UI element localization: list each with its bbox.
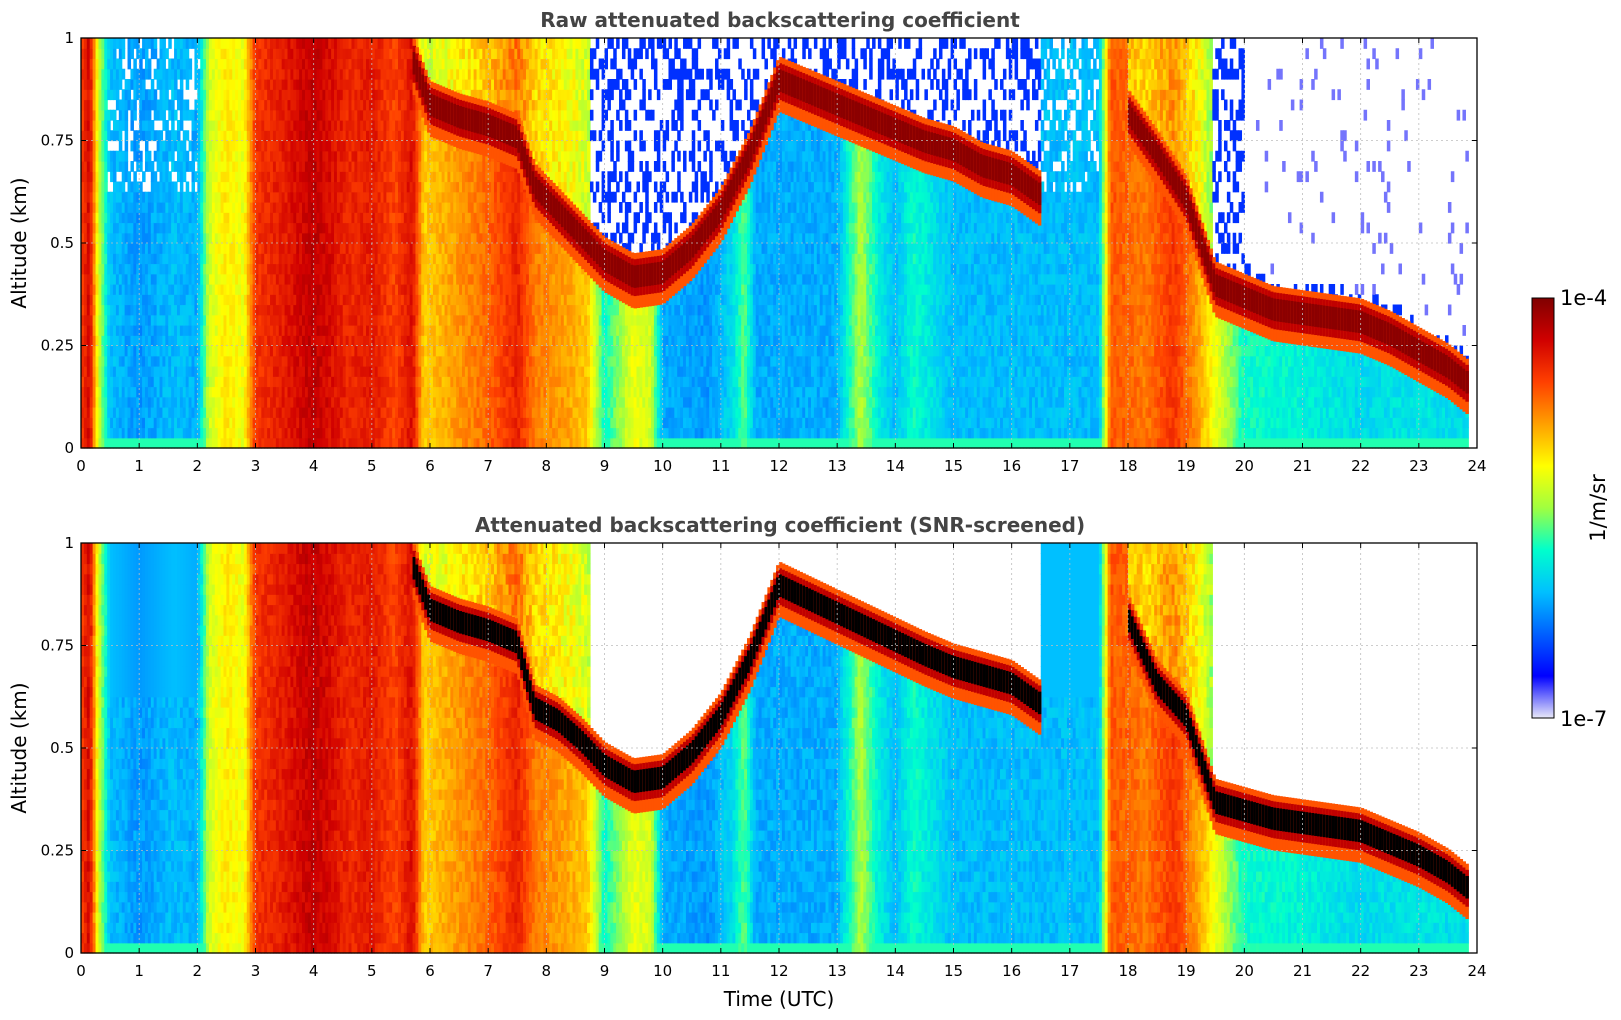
heatmap-cell (162, 110, 166, 121)
heatmap-cell (154, 48, 158, 59)
heatmap-cell (148, 110, 152, 121)
heatmap-cell (128, 59, 132, 70)
heatmap-cell (162, 59, 166, 70)
heatmap-cell (119, 141, 123, 152)
heatmap-cell (116, 89, 120, 100)
heatmap-cell (186, 100, 190, 111)
heatmap-cell (104, 141, 108, 152)
heatmap-cell (130, 161, 134, 172)
heatmap-cell (177, 130, 181, 141)
heatmap-cell (139, 59, 143, 70)
heatmap-cell (162, 38, 166, 49)
heatmap-cell (192, 161, 196, 172)
heatmap-cell (151, 79, 155, 90)
raw-panel-title: Raw attenuated backscattering coefficien… (540, 8, 1020, 32)
heatmap-cell (122, 69, 126, 80)
heatmap-cell (145, 48, 149, 59)
heatmap-cell (148, 59, 152, 70)
heatmap-cell (174, 110, 178, 121)
heatmap-cell (142, 171, 146, 182)
heatmap-cell (165, 48, 169, 59)
heatmap-cell (142, 79, 146, 90)
heatmap-cell (171, 100, 175, 111)
heatmap-cell (151, 161, 155, 172)
heatmap-cell (122, 48, 126, 59)
heatmap-cell (154, 171, 158, 182)
heatmap-cell (180, 182, 184, 193)
heatmap-cell (122, 38, 126, 49)
heatmap-cell (128, 171, 132, 182)
heatmap-cell (165, 161, 169, 172)
heatmap-cell (183, 171, 187, 182)
heatmap-cell (113, 171, 117, 182)
heatmap-cell (113, 110, 117, 121)
heatmap-cell (139, 182, 143, 193)
heatmap-cell (160, 130, 164, 141)
heatmap-cell (165, 120, 169, 131)
heatmap-cell (171, 151, 175, 162)
heatmap-cell (168, 38, 172, 49)
heatmap-cell (154, 38, 158, 49)
heatmap-cell (139, 161, 143, 172)
heatmap-cell (171, 120, 175, 131)
heatmap-cell (165, 89, 169, 100)
heatmap-cell (104, 182, 108, 193)
heatmap-cell (133, 59, 137, 70)
heatmap-cell (189, 69, 193, 80)
heatmap-cell (125, 110, 129, 121)
heatmap-cell (113, 48, 117, 59)
heatmap-cell (122, 182, 126, 193)
heatmap-cell (186, 79, 190, 90)
heatmap-cell (186, 48, 190, 59)
heatmap-cell (130, 48, 134, 59)
heatmap-cell (148, 69, 152, 80)
heatmap-cell (151, 120, 155, 131)
heatmap-cell (125, 151, 129, 162)
heatmap-cell (104, 100, 108, 111)
heatmap-cell (139, 151, 143, 162)
heatmap-cell (107, 120, 111, 131)
heatmap-cell (119, 130, 123, 141)
heatmap-cell (186, 130, 190, 141)
heatmap-cell (189, 59, 193, 70)
heatmap-cell (186, 151, 190, 162)
heatmap-cell (133, 100, 137, 111)
figure: Raw attenuated backscattering coefficien… (0, 0, 1621, 1020)
heatmap-cell (119, 79, 123, 90)
heatmap-cell (180, 120, 184, 131)
heatmap-cell (133, 110, 137, 121)
heatmap-cell (104, 171, 108, 182)
heatmap-cell (125, 120, 129, 131)
heatmap-cell (128, 89, 132, 100)
heatmap-cell (186, 182, 190, 193)
heatmap-cell (145, 141, 149, 152)
heatmap-cell (180, 89, 184, 100)
heatmap-cell (125, 161, 129, 172)
heatmap-cell (168, 171, 172, 182)
heatmap-cell (125, 141, 129, 152)
heatmap-cell (183, 141, 187, 152)
heatmap-cell (125, 130, 129, 141)
heatmap-cell (130, 120, 134, 131)
heatmap-cell (174, 182, 178, 193)
heatmap-cell (174, 79, 178, 90)
heatmap-cell (192, 182, 196, 193)
heatmap-cell (154, 89, 158, 100)
heatmap-cell (119, 59, 123, 70)
raw-panel: Raw attenuated backscattering coefficien… (7, 8, 1487, 475)
heatmap-cell (148, 151, 152, 162)
heatmap-cell (133, 171, 137, 182)
heatmap-cell (180, 79, 184, 90)
